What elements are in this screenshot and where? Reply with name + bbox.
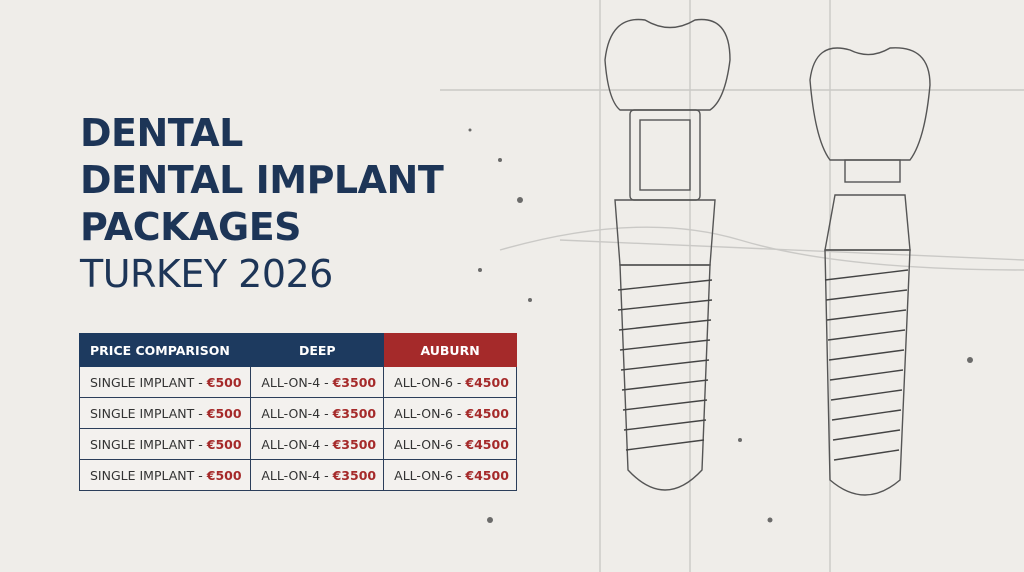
package-price: €500 <box>206 405 242 421</box>
title-line-3: PACKAGES <box>80 205 302 249</box>
package-label: ALL-ON-6 - <box>394 467 466 483</box>
package-price: €500 <box>206 467 242 483</box>
implant-left <box>604 18 731 491</box>
header-deep: DEEP <box>250 333 385 367</box>
table-cell: SINGLE IMPLANT - €500 <box>78 428 252 460</box>
package-label: ALL-ON-6 - <box>394 405 466 421</box>
table-cell: ALL-ON-6 - €4500 <box>383 459 517 491</box>
package-price: €4500 <box>465 405 509 421</box>
package-label: ALL-ON-4 - <box>261 374 333 390</box>
table-row: SINGLE IMPLANT - €500 ALL-ON-4 - €3500 ALL… <box>78 397 517 429</box>
table-cell: ALL-ON-4 - €3500 <box>250 428 385 460</box>
ink-splatter <box>468 128 973 523</box>
package-label: ALL-ON-4 - <box>261 436 333 452</box>
table-row: SINGLE IMPLANT - €500 ALL-ON-4 - €3500 ALL… <box>78 459 517 491</box>
package-label: SINGLE IMPLANT - <box>90 436 207 452</box>
page-title: DENTAL DENTAL IMPLANT PACKAGES TURKEY 20… <box>80 110 444 298</box>
table-cell: SINGLE IMPLANT - €500 <box>78 366 252 398</box>
package-price: €4500 <box>465 374 509 390</box>
package-price: €3500 <box>332 405 377 421</box>
header-price-comparison: PRICE COMPARISON <box>78 333 252 367</box>
package-price: €500 <box>206 374 242 390</box>
package-price: €3500 <box>332 436 377 452</box>
package-label: SINGLE IMPLANT - <box>90 374 207 390</box>
table-cell: SINGLE IMPLANT - €500 <box>78 459 252 491</box>
table-cell: SINGLE IMPLANT - €500 <box>78 397 252 429</box>
package-price: €4500 <box>465 467 509 483</box>
package-price: €500 <box>206 436 242 452</box>
table-cell: ALL-ON-4 - €3500 <box>250 366 385 398</box>
title-line-4: TURKEY 2026 <box>80 252 333 296</box>
package-label: ALL-ON-4 - <box>261 405 333 421</box>
package-label: SINGLE IMPLANT - <box>90 405 207 421</box>
package-label: ALL-ON-4 - <box>261 467 333 483</box>
title-line-1: DENTAL <box>80 111 243 155</box>
table-cell: ALL-ON-4 - €3500 <box>250 397 385 429</box>
package-price: €4500 <box>465 436 509 452</box>
table-cell: ALL-ON-6 - €4500 <box>383 366 517 398</box>
title-line-2: DENTAL IMPLANT <box>80 158 444 202</box>
table-row: SINGLE IMPLANT - €500 ALL-ON-4 - €3500 ALL… <box>78 366 517 398</box>
package-label: ALL-ON-6 - <box>394 436 466 452</box>
table-cell: ALL-ON-4 - €3500 <box>250 459 385 491</box>
table-cell: ALL-ON-6 - €4500 <box>383 428 517 460</box>
dental-implant-sketch <box>440 0 1024 572</box>
package-price: €3500 <box>332 467 377 483</box>
package-label: SINGLE IMPLANT - <box>90 467 207 483</box>
implant-right <box>809 47 931 496</box>
price-comparison-table: PRICE COMPARISON DEEP AUBURN SINGLE IMPL… <box>78 333 517 491</box>
package-label: ALL-ON-6 - <box>394 374 466 390</box>
package-price: €3500 <box>332 374 377 390</box>
